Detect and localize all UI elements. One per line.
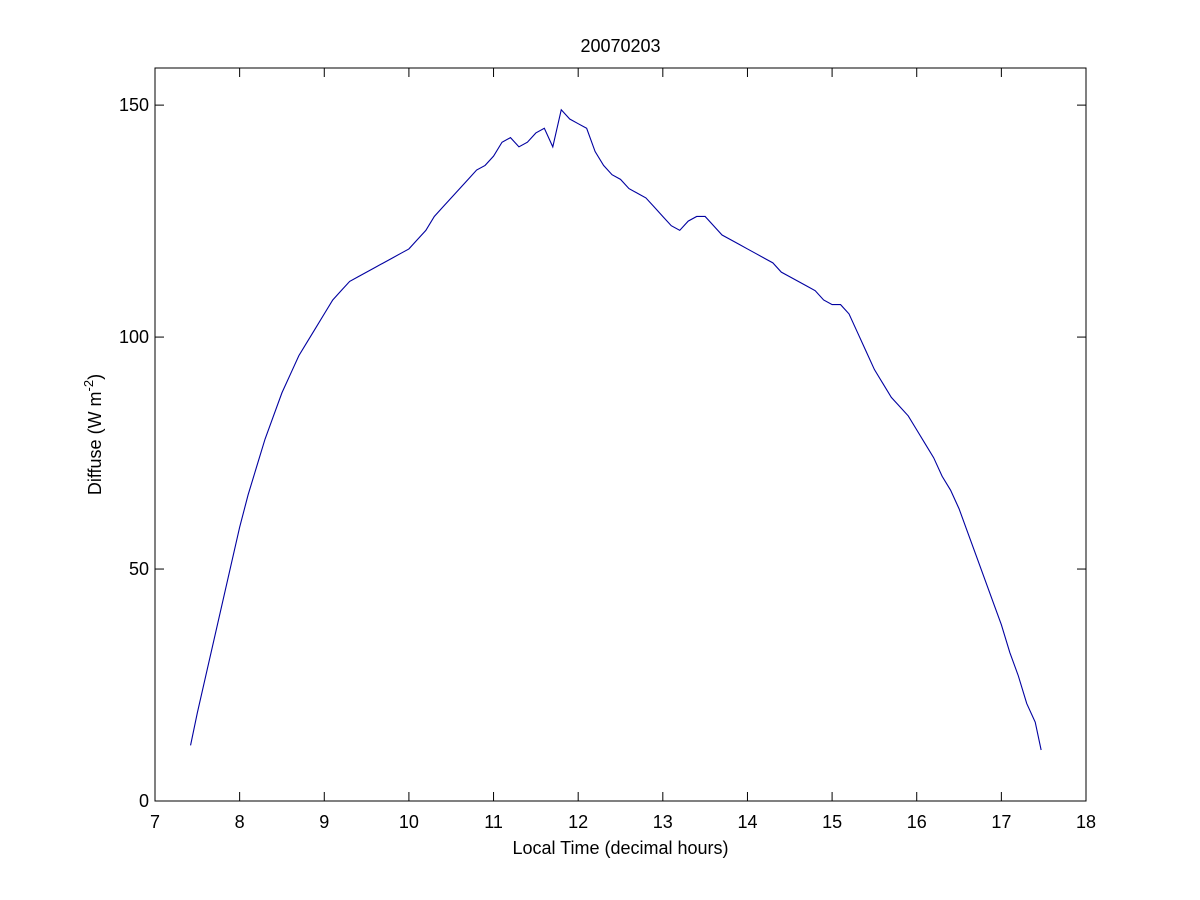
y-tick-label: 100 [119, 327, 149, 347]
axis-ticks [154, 68, 1087, 802]
y-tick-label: 150 [119, 95, 149, 115]
x-axis-label: Local Time (decimal hours) [512, 838, 728, 858]
x-tick-label: 11 [484, 812, 503, 832]
y-axis-label-prefix: Diffuse (W m [85, 391, 105, 495]
x-tick-label: 16 [907, 812, 927, 832]
x-tick-label: 17 [991, 812, 1011, 832]
x-tick-label: 15 [822, 812, 842, 832]
x-tick-label: 7 [150, 812, 160, 832]
x-tick-label: 13 [653, 812, 673, 832]
diffuse-irradiance-line [190, 108, 1042, 751]
x-tick-label: 9 [319, 812, 329, 832]
y-tick-label: 0 [139, 791, 149, 811]
x-tick-label: 18 [1076, 812, 1096, 832]
axis-tick-labels: 7 8 9 10 11 12 13 14 15 16 17 18 0 50 100 150 [119, 95, 1096, 832]
y-axis-label-suffix: ) [85, 374, 105, 380]
y-axis-label-superscript: -2 [81, 380, 96, 392]
plot-area-frame [154, 67, 1087, 802]
x-tick-label: 12 [568, 812, 588, 832]
y-axis-label: Diffuse (W m-2) [81, 374, 105, 495]
x-tick-label: 14 [737, 812, 757, 832]
y-tick-label: 50 [129, 559, 149, 579]
x-tick-label: 10 [399, 812, 419, 832]
x-tick-label: 8 [235, 812, 245, 832]
chart-title: 20070203 [580, 36, 660, 56]
